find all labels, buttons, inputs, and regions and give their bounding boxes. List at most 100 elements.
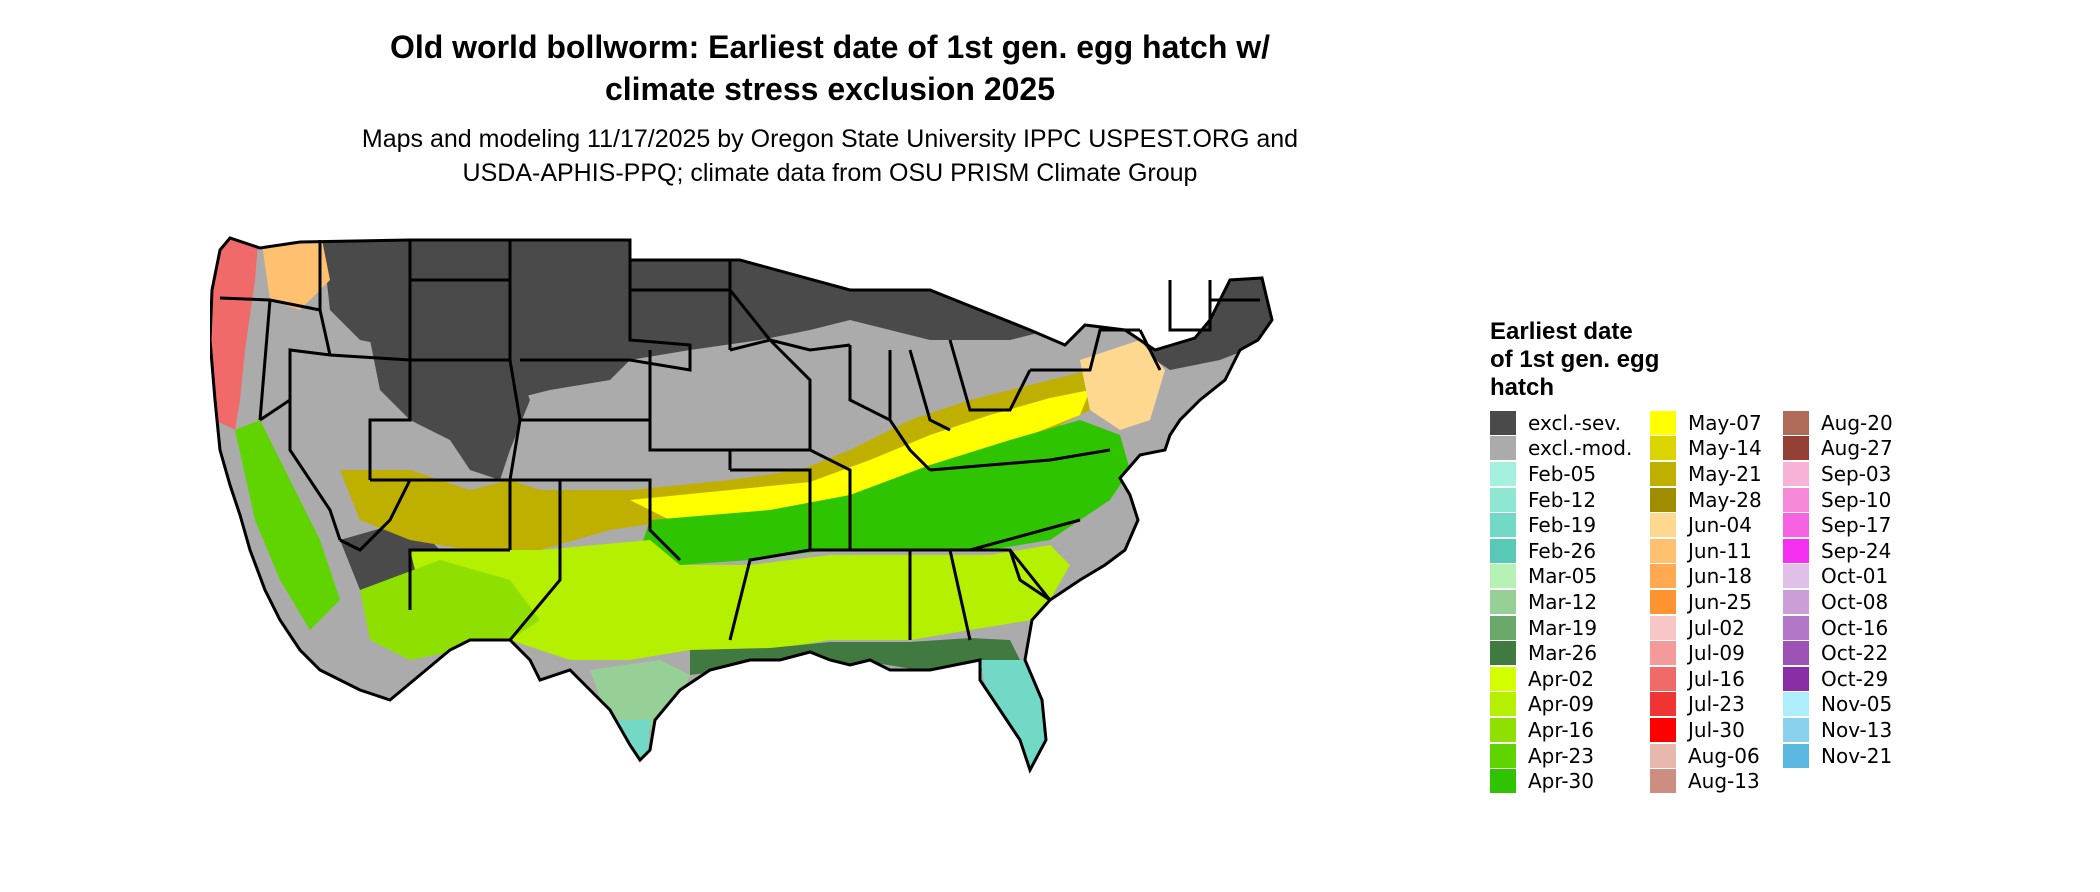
legend-swatch [1783, 641, 1809, 666]
legend-swatch [1490, 538, 1516, 563]
legend-label: Aug-27 [1821, 436, 1893, 461]
legend-swatch [1490, 641, 1516, 666]
legend-label: Mar-12 [1528, 589, 1598, 614]
legend-label: Oct-29 [1821, 666, 1889, 691]
legend-swatch [1490, 769, 1516, 794]
legend-swatch [1650, 436, 1676, 461]
legend-label: Jul-09 [1688, 641, 1745, 666]
legend-label: Oct-01 [1821, 564, 1889, 589]
legend-label: Oct-16 [1821, 615, 1889, 640]
legend-swatch [1650, 487, 1676, 512]
legend-swatch [1783, 513, 1809, 538]
legend-label: Jul-16 [1688, 666, 1745, 691]
legend-label: Jul-23 [1688, 692, 1745, 717]
legend-swatch [1490, 666, 1516, 691]
legend-swatch [1490, 513, 1516, 538]
texas-coast-region [590, 660, 690, 760]
legend-item: Aug-27 [1783, 436, 1893, 462]
legend-swatch [1650, 410, 1676, 435]
legend-swatch [1783, 615, 1809, 640]
legend-label: Nov-21 [1821, 743, 1893, 768]
legend-swatch [1490, 743, 1516, 768]
legend-item: Jun-25 [1650, 589, 1762, 615]
legend-item: Oct-29 [1783, 666, 1893, 692]
legend-swatch [1650, 564, 1676, 589]
legend-label: Apr-23 [1528, 743, 1594, 768]
legend-item: May-14 [1650, 436, 1762, 462]
legend-item: Sep-17 [1783, 512, 1893, 538]
legend-label: Feb-19 [1528, 513, 1597, 538]
legend-item: Oct-22 [1783, 640, 1893, 666]
legend-title-line-1: Earliest date [1490, 318, 1633, 345]
legend-item: excl.-sev. [1490, 410, 1632, 436]
legend-item: excl.-mod. [1490, 436, 1632, 462]
legend-label: excl.-sev. [1528, 410, 1621, 435]
legend-item: Jun-04 [1650, 512, 1762, 538]
legend-item: Aug-06 [1650, 743, 1762, 769]
pacific-coast-region [210, 238, 260, 430]
legend-item: Jul-30 [1650, 717, 1762, 743]
legend-item: Mar-12 [1490, 589, 1632, 615]
legend-label: Apr-02 [1528, 666, 1594, 691]
mid-atlantic-tan-region [1080, 340, 1165, 430]
legend-item: Jul-02 [1650, 615, 1762, 641]
legend-item: Apr-30 [1490, 768, 1632, 794]
legend-swatch [1490, 487, 1516, 512]
legend-item: Aug-20 [1783, 410, 1893, 436]
legend-swatch [1490, 615, 1516, 640]
legend-item: Mar-19 [1490, 615, 1632, 641]
legend-swatch [1783, 692, 1809, 717]
legend-swatch [1650, 615, 1676, 640]
transition-yellow-region [630, 390, 1090, 525]
legend-column-3: Aug-20 Aug-27 Sep-03 Sep-10 Sep-17 Sep-24 Oct-… [1783, 410, 1893, 768]
legend-label: Jun-25 [1688, 589, 1752, 614]
legend-item: Sep-03 [1783, 461, 1893, 487]
legend-swatch [1490, 436, 1516, 461]
legend-label: Jun-11 [1688, 538, 1752, 563]
legend-label: May-07 [1688, 410, 1762, 435]
legend-swatch [1783, 717, 1809, 742]
legend-item: Feb-05 [1490, 461, 1632, 487]
legend-swatch [1650, 692, 1676, 717]
legend-swatch [1783, 589, 1809, 614]
legend-swatch [1650, 769, 1676, 794]
florida-teal-region [980, 660, 1046, 770]
legend-label: Feb-26 [1528, 538, 1597, 563]
legend-label: Sep-10 [1821, 487, 1892, 512]
legend-swatch [1650, 641, 1676, 666]
legend-swatch [1490, 564, 1516, 589]
legend-title-line-2: of 1st gen. egg [1490, 346, 1660, 373]
legend-swatch [1490, 717, 1516, 742]
legend-item: Jun-11 [1650, 538, 1762, 564]
legend-item: Feb-26 [1490, 538, 1632, 564]
legend-item: Jun-18 [1650, 564, 1762, 590]
legend-label: Nov-13 [1821, 717, 1893, 742]
legend-label: Apr-30 [1528, 769, 1594, 794]
legend-label: Apr-09 [1528, 692, 1594, 717]
legend-swatch [1650, 589, 1676, 614]
legend-item: Nov-05 [1783, 692, 1893, 718]
legend-swatch [1783, 410, 1809, 435]
legend-label: Jul-02 [1688, 615, 1745, 640]
legend-item: May-07 [1650, 410, 1762, 436]
legend-item: Nov-21 [1783, 743, 1893, 769]
title-line-2: climate stress exclusion 2025 [604, 71, 1056, 107]
legend-swatch [1783, 666, 1809, 691]
legend-column-1: excl.-sev. excl.-mod. Feb-05 Feb-12 Feb-19 Fe… [1490, 410, 1632, 794]
legend-label: Nov-05 [1821, 692, 1893, 717]
legend-item: Sep-10 [1783, 487, 1893, 513]
legend-label: Mar-26 [1528, 641, 1598, 666]
legend-swatch [1783, 461, 1809, 486]
legend-swatch [1650, 513, 1676, 538]
legend-label: Feb-05 [1528, 461, 1597, 486]
legend-swatch [1783, 487, 1809, 512]
legend-label: Jun-04 [1688, 513, 1752, 538]
central-valley-region [235, 420, 340, 630]
legend-item: Apr-16 [1490, 717, 1632, 743]
legend-label: Aug-20 [1821, 410, 1893, 435]
legend-swatch [1490, 461, 1516, 486]
legend-swatch [1650, 717, 1676, 742]
legend-swatch [1783, 436, 1809, 461]
southwest-green-region [360, 560, 540, 660]
legend-item: May-21 [1650, 461, 1762, 487]
